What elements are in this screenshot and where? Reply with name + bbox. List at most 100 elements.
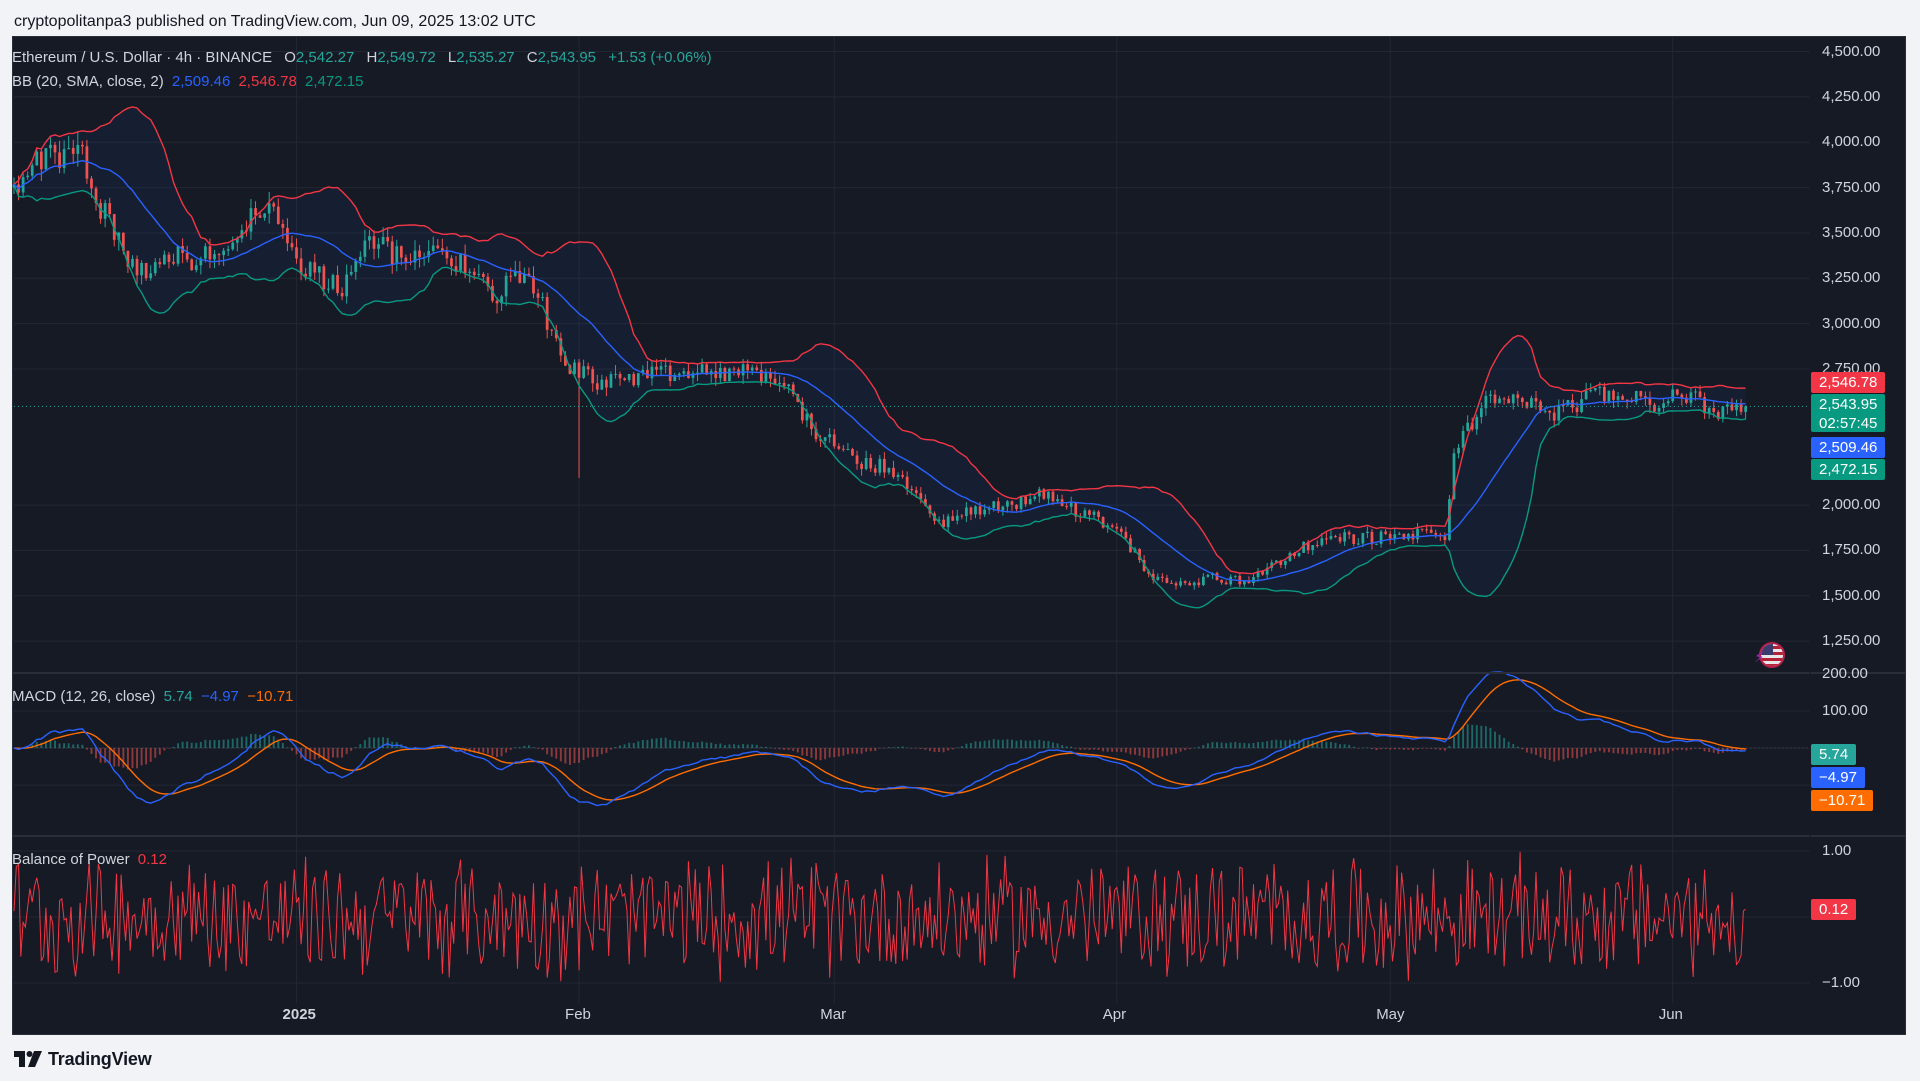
candle — [345, 264, 349, 304]
bop-value: 0.12 — [137, 851, 167, 868]
bb-legend[interactable]: BB (20, SMA, close, 2) 2,509.46 2,546.78… — [12, 73, 367, 90]
macd-histogram-bar — [1421, 748, 1424, 749]
candle — [1616, 391, 1620, 407]
candle — [1183, 580, 1187, 586]
candle-body — [1675, 389, 1679, 395]
candle — [1366, 526, 1369, 539]
macd-histogram-bar — [1093, 748, 1095, 750]
candle — [700, 358, 704, 375]
candle — [149, 265, 153, 281]
macd-histogram-bar — [778, 748, 781, 750]
candle-body — [1220, 580, 1223, 583]
candle-body — [90, 178, 93, 189]
candle — [1297, 552, 1301, 558]
candle-body — [30, 165, 34, 176]
candle — [213, 250, 216, 269]
macd-histogram-bar — [486, 748, 489, 754]
candle-body — [586, 366, 590, 370]
candle — [194, 259, 198, 273]
macd-histogram-bar — [833, 748, 836, 758]
candle-body — [1516, 394, 1520, 399]
candle-body — [427, 251, 431, 258]
candle-body — [1028, 498, 1032, 505]
event-flag-icon[interactable] — [1759, 642, 1785, 668]
candle — [1352, 534, 1356, 547]
candle — [892, 460, 895, 479]
candle-body — [1429, 529, 1433, 533]
macd-histogram-bar — [742, 744, 745, 749]
candle — [614, 365, 617, 379]
macd-histogram-bar — [1334, 742, 1337, 749]
candle — [1006, 500, 1009, 513]
candle — [1124, 526, 1128, 540]
symbol-label[interactable]: Ethereum / U.S. Dollar · 4h · BINANCE — [12, 49, 273, 66]
main-legend[interactable]: Ethereum / U.S. Dollar · 4h · BINANCE O2… — [12, 49, 716, 66]
candle-body — [632, 373, 636, 386]
macd-histogram-bar — [947, 748, 950, 751]
bb-label[interactable]: BB (20, SMA, close, 2) — [12, 73, 164, 90]
candle-body — [646, 369, 649, 379]
macd-histogram-bar — [382, 737, 385, 749]
candle — [1265, 563, 1269, 580]
macd-histogram-bar — [281, 743, 284, 749]
candle — [53, 141, 57, 164]
macd-histogram-bar — [1566, 748, 1569, 759]
candle-body — [1288, 552, 1292, 561]
macd-histogram-bar — [1484, 726, 1487, 749]
candle-body — [1479, 408, 1483, 418]
candle — [440, 238, 444, 255]
macd-histogram-bar — [1184, 748, 1187, 751]
chart-frame[interactable] — [12, 36, 1906, 1035]
candle — [1516, 390, 1520, 407]
candle-body — [769, 372, 772, 379]
macd-histogram-bar — [828, 748, 831, 758]
macd-histogram-bar — [564, 748, 567, 764]
macd-histogram-bar — [1699, 748, 1702, 750]
macd-legend[interactable]: MACD (12, 26, close) 5.74 −4.97 −10.71 — [12, 688, 297, 705]
macd-histogram-bar — [1516, 746, 1519, 749]
candle-body — [937, 519, 941, 521]
candle — [1160, 573, 1164, 583]
bop-label[interactable]: Balance of Power — [12, 851, 130, 868]
candle-body — [887, 467, 891, 473]
candle-body — [436, 245, 440, 249]
candle-body — [846, 449, 850, 451]
bop-legend[interactable]: Balance of Power 0.12 — [12, 851, 171, 868]
event-lightning-icon[interactable]: ⚡ — [1754, 649, 1765, 666]
candle — [486, 273, 490, 292]
macd-axis-label: 200.00 — [1822, 665, 1868, 682]
candle-body — [26, 175, 30, 178]
macd-histogram-bar — [856, 748, 858, 754]
candle — [26, 171, 30, 180]
macd-histogram-bar — [345, 748, 348, 754]
candle-body — [103, 203, 107, 219]
candle-body — [805, 413, 809, 421]
macd-label[interactable]: MACD (12, 26, close) — [12, 688, 156, 705]
macd-histogram-bar — [819, 748, 822, 761]
candle — [418, 244, 421, 268]
macd-histogram-bar — [1503, 737, 1506, 749]
candle — [1671, 383, 1675, 404]
macd-histogram-bar — [222, 739, 225, 749]
candle-body — [1388, 533, 1392, 539]
candle-body — [1261, 571, 1264, 575]
macd-histogram-bar — [1589, 748, 1592, 754]
candle-body — [399, 246, 403, 258]
candle — [454, 255, 458, 276]
candle-body — [750, 367, 754, 371]
macd-histogram-bar — [1644, 748, 1647, 753]
macd-histogram-bar — [1530, 748, 1533, 754]
candle-body — [1739, 404, 1743, 412]
candle — [1612, 388, 1615, 408]
candle — [769, 368, 772, 388]
candle-body — [1311, 545, 1315, 551]
candlesticks — [12, 131, 1748, 590]
candle-body — [1165, 577, 1169, 583]
candle — [1580, 391, 1583, 414]
candle-body — [1502, 398, 1506, 400]
macd-histogram-bar — [678, 741, 681, 749]
macd-histogram-bar — [204, 739, 207, 749]
macd-histogram-bar — [710, 742, 713, 749]
macd-histogram-bar — [559, 748, 562, 762]
